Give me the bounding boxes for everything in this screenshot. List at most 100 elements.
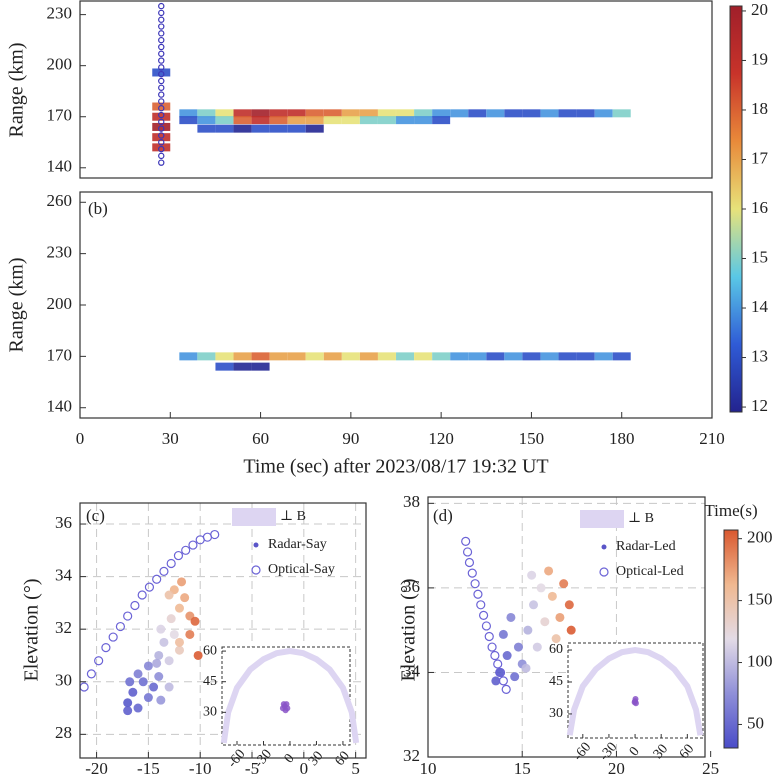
y-tick-label: 38 <box>403 492 420 511</box>
heat-cell <box>269 109 288 118</box>
optical-point <box>481 621 492 631</box>
y-tick-label: 34 <box>55 566 73 585</box>
optical-point <box>94 656 104 666</box>
radar-point <box>125 677 135 687</box>
x-tick-label: 210 <box>699 429 725 448</box>
heat-cell <box>468 109 487 118</box>
radar-point <box>502 651 512 661</box>
radar-point <box>529 600 539 610</box>
inset-x-tick-label: 0 <box>282 751 298 766</box>
radar-point <box>523 625 533 635</box>
radar-point <box>498 629 508 639</box>
radar-point <box>521 663 531 673</box>
heat-cell <box>504 109 523 118</box>
heat-cell <box>179 109 198 118</box>
legend-marker <box>253 542 259 548</box>
heat-cell <box>432 109 451 118</box>
legend-label: Optical-Say <box>268 562 335 577</box>
optical-point <box>173 550 184 561</box>
heat-cell <box>486 352 505 361</box>
radar-point <box>559 579 569 589</box>
radar-point <box>540 617 550 627</box>
colorbar-tick-label: 19 <box>751 49 768 68</box>
heat-cell <box>576 109 595 118</box>
inset-y-tick-label: 60 <box>203 643 217 658</box>
optical-marker <box>158 64 165 71</box>
optical-point <box>478 610 489 620</box>
inset-y-tick-label: 30 <box>203 705 217 720</box>
heat-cell <box>233 109 252 118</box>
colorbar-tick-label: 15 <box>751 247 768 266</box>
optical-marker <box>158 91 165 98</box>
panel-label: (c) <box>86 506 105 525</box>
optical-point <box>461 536 471 546</box>
heat-cell <box>323 116 342 125</box>
optical-point <box>467 568 477 578</box>
optical-point <box>137 590 147 600</box>
optical-marker <box>158 30 165 37</box>
radar-point <box>547 591 557 601</box>
optical-marker <box>158 9 165 17</box>
heat-cell <box>215 109 234 118</box>
heat-cell <box>432 116 451 125</box>
plot-frame <box>79 502 367 759</box>
heat-cell <box>152 133 171 142</box>
heat-cell <box>152 122 171 131</box>
radar-point <box>156 695 166 705</box>
optical-marker <box>158 77 165 85</box>
heat-cell <box>152 68 171 77</box>
radar-point <box>169 629 179 639</box>
heat-cell <box>540 352 559 361</box>
radar-point <box>149 682 159 692</box>
radar-point <box>510 672 520 682</box>
radar-point <box>177 577 187 587</box>
heat-cell <box>504 352 523 361</box>
legend-label: ⊥ B <box>628 511 654 526</box>
x-tick-label: 10 <box>420 759 437 778</box>
legend-label: ⊥ B <box>280 509 306 524</box>
radar-point <box>513 642 523 652</box>
optical-point <box>159 566 169 576</box>
y-tick-label: 170 <box>47 106 73 125</box>
y-axis-label: Range (km) <box>6 258 28 353</box>
heat-cell <box>269 352 288 361</box>
optical-marker <box>158 70 165 78</box>
heat-cell <box>450 109 469 118</box>
optical-marker <box>158 98 165 105</box>
heat-cell <box>269 124 288 133</box>
radar-point <box>154 672 164 682</box>
heat-cell <box>377 109 396 118</box>
radar-point <box>174 637 184 647</box>
optical-point <box>210 529 220 540</box>
inset-x-tick-label: 60 <box>332 749 352 769</box>
heat-cell <box>233 124 252 133</box>
x-tick-label: 20 <box>608 759 625 778</box>
inset-y-tick-label: 45 <box>203 674 217 689</box>
optical-point <box>108 632 118 642</box>
colorbar-tick-label: 50 <box>747 713 764 732</box>
y-tick-label: 30 <box>55 671 72 690</box>
optical-point <box>476 600 486 610</box>
y-axis-label: Elevation (°) <box>21 579 43 682</box>
colorbar-tick-label: 16 <box>751 198 768 217</box>
y-tick-label: 170 <box>47 345 73 364</box>
x-tick-label: 0 <box>76 429 85 448</box>
y-tick-label: 140 <box>47 397 73 416</box>
optical-point <box>473 589 483 599</box>
inset-y-tick-label: 30 <box>549 706 563 721</box>
radar-point <box>193 650 203 660</box>
radar-point <box>536 583 546 593</box>
radar-point <box>133 669 143 679</box>
heat-cell <box>251 352 270 361</box>
heat-cell <box>359 116 378 125</box>
colorbar-tick-label: 17 <box>751 148 769 167</box>
radar-point <box>156 624 166 634</box>
optical-point <box>487 642 497 652</box>
inset-frame <box>567 642 704 739</box>
heat-cell <box>377 116 396 125</box>
inset-x-tick-label: -60 <box>571 740 594 764</box>
heat-cell <box>269 116 288 125</box>
legend-label: Radar-Say <box>268 537 327 552</box>
x-tick-label: 25 <box>702 759 719 778</box>
